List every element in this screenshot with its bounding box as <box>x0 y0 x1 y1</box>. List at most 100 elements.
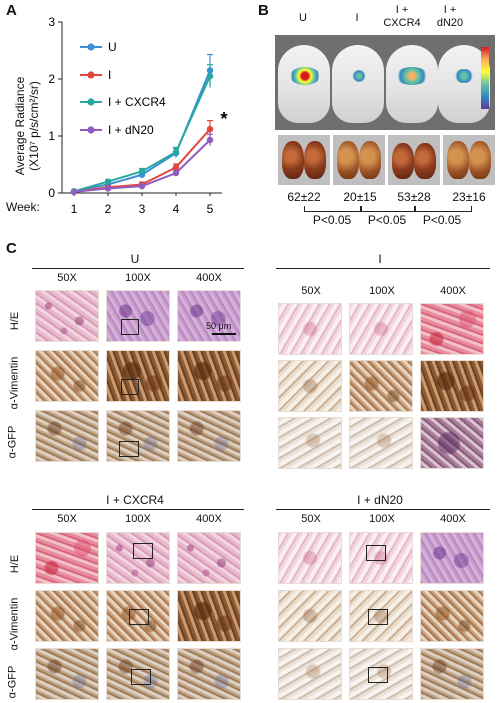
data-point <box>206 136 214 144</box>
mag-50x: 50X <box>301 285 321 297</box>
panel-c-letter: C <box>6 240 17 257</box>
tile-u-vim-50x <box>35 350 99 402</box>
group-title-u: U <box>130 252 140 266</box>
data-point <box>172 148 180 156</box>
signal-dn20 <box>454 69 474 83</box>
data-point <box>172 164 180 171</box>
stain-vimentin: α-Vimentin <box>8 356 21 410</box>
zoom-box <box>121 379 139 395</box>
count-dn20: 23±16 <box>452 190 486 204</box>
legend-label: I <box>108 68 111 82</box>
tile-u-he-400x: 50 μm <box>177 290 241 342</box>
panel-a-letter: A <box>6 2 17 19</box>
lung-lobe <box>469 141 491 179</box>
count-cxcr4: 53±28 <box>397 190 431 204</box>
y-axis-label-line1: Average Radiance <box>13 76 27 176</box>
b-group-label-cxcr4-line1: I + <box>395 4 409 16</box>
mouse-cxcr4 <box>386 45 438 123</box>
tile-u-gfp-400x <box>177 410 241 462</box>
mag-50x: 50X <box>57 272 77 284</box>
data-point <box>70 188 78 196</box>
mag-50x: 50X <box>57 513 77 525</box>
legend-swatch-marker <box>87 126 95 134</box>
data-point <box>104 178 112 185</box>
chart-svg: 0 1 2 3 1 2 3 4 5 * UI I + CXCR4 I + dN20 <box>48 15 227 216</box>
tile-i-he-400x <box>420 303 484 355</box>
tile-u-he-50x <box>35 290 99 342</box>
tile-i-he-50x <box>278 303 342 355</box>
group-underline-dn20 <box>276 509 490 510</box>
mouse-i <box>332 45 384 123</box>
tile-dn20-vim-100x <box>349 590 413 642</box>
legend-label: U <box>108 40 117 54</box>
y-axis-label-line2: (X10⁷ p/s/cm²/sr) <box>27 81 41 171</box>
tile-cxcr4-gfp-100x <box>106 648 170 700</box>
x-axis-label: Week: <box>6 200 40 214</box>
data-point <box>104 185 112 192</box>
mag-100x: 100X <box>369 513 395 525</box>
group-underline-cxcr4 <box>32 509 244 510</box>
bracket-i-cxcr4 <box>360 206 416 212</box>
mag-400x: 400X <box>196 513 222 525</box>
tile-dn20-he-400x <box>420 532 484 584</box>
tile-u-vim-400x <box>177 350 241 402</box>
group-title-dn20: I + dN20 <box>357 493 403 507</box>
signal-u <box>290 67 320 85</box>
tile-dn20-vim-50x <box>278 590 342 642</box>
group-underline-i <box>276 268 490 269</box>
tile-cxcr4-he-50x <box>35 532 99 584</box>
tile-i-gfp-400x <box>420 417 484 469</box>
stain-vimentin: α-Vimentin <box>8 597 21 651</box>
y-tick-label: 1 <box>48 129 55 143</box>
b-group-label-cxcr4: I + CXCR4 <box>372 4 432 30</box>
tile-cxcr4-vim-50x <box>35 590 99 642</box>
mag-100x: 100X <box>125 513 151 525</box>
radiance-colorbar <box>481 47 489 109</box>
count-u: 62±22 <box>287 190 321 204</box>
mag-400x: 400X <box>440 285 466 297</box>
scale-bar <box>212 333 236 335</box>
zoom-box <box>121 319 139 335</box>
stain-he: H/E <box>9 311 22 331</box>
x-tick-label: 5 <box>207 202 214 216</box>
tile-u-gfp-100x <box>106 410 170 462</box>
data-point <box>138 182 146 190</box>
y-tick-label: 2 <box>48 72 55 86</box>
group-title-i: I <box>378 252 382 266</box>
lung-lobe <box>447 141 469 179</box>
count-i: 20±15 <box>343 190 377 204</box>
mag-50x: 50X <box>301 513 321 525</box>
y-tick-label: 3 <box>48 15 55 29</box>
b-group-label-i: I <box>337 12 377 24</box>
group-title-cxcr4: I + CXCR4 <box>106 493 164 507</box>
tile-dn20-gfp-400x <box>420 648 484 700</box>
bracket-cxcr4-dn20 <box>414 206 472 212</box>
y-axis-label: Average Radiance (X10⁷ p/s/cm²/sr) <box>13 61 41 191</box>
b-group-label-cxcr4-line2: CXCR4 <box>383 17 421 29</box>
x-tick-label: 1 <box>71 202 78 216</box>
lung-photo-cxcr4 <box>388 135 440 185</box>
tile-dn20-he-50x <box>278 532 342 584</box>
tile-dn20-gfp-50x <box>278 648 342 700</box>
legend-swatch-marker <box>87 98 95 106</box>
zoom-box <box>129 609 149 625</box>
tile-u-vim-100x <box>106 350 170 402</box>
tile-dn20-he-100x <box>349 532 413 584</box>
lung-lobe <box>414 143 436 179</box>
zoom-box <box>366 545 386 561</box>
lung-lobe <box>392 143 414 179</box>
stain-he: H/E <box>9 554 22 574</box>
signal-cxcr4 <box>396 67 428 85</box>
group-underline-u <box>32 268 244 269</box>
tile-i-vim-400x <box>420 360 484 412</box>
lung-photo-i <box>333 135 385 185</box>
tile-i-gfp-100x <box>349 417 413 469</box>
data-point <box>206 125 214 133</box>
y-tick-label: 0 <box>48 186 55 200</box>
mag-400x: 400X <box>196 272 222 284</box>
zoom-box <box>119 441 139 457</box>
zoom-box <box>368 609 388 625</box>
b-group-label-dn20: I + dN20 <box>425 4 475 30</box>
pvalue-3: P<0.05 <box>422 213 462 227</box>
significance-annotation: * <box>220 109 227 129</box>
